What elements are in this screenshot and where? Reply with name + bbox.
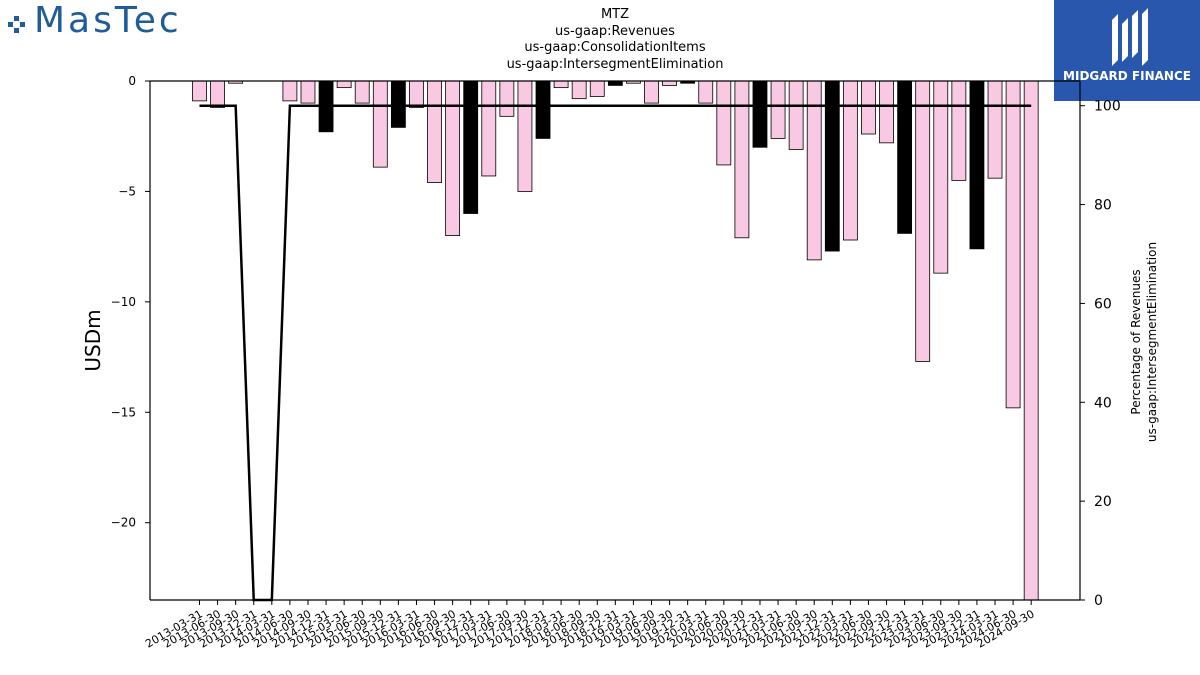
bar (499, 80, 515, 117)
bar (409, 80, 424, 108)
midgard-logo-text: MIDGARD FINANCE (1063, 69, 1191, 83)
chart-title-line: us-gaap:Revenues (555, 23, 675, 39)
y-tick-label: −5 (118, 184, 136, 198)
bar (788, 80, 804, 150)
bar (210, 80, 225, 108)
bar (192, 80, 207, 102)
midgard-logo-mark-icon (1112, 8, 1148, 66)
chart-title-line: us-gaap:IntersegmentElimination (506, 56, 724, 72)
midgard-logo: MIDGARD FINANCE (1054, 0, 1200, 101)
y-tick-label: −20 (111, 516, 136, 530)
bar (752, 80, 768, 148)
mastec-logo-mark-icon (8, 16, 25, 33)
bar (445, 80, 461, 236)
chart-title: MTZ us-gaap:Revenues us-gaap:Consolidati… (440, 7, 790, 73)
mastec-logo: MasTec (8, 0, 188, 44)
bar (535, 80, 551, 139)
y2-axis-label: us-gaap:IntersegmentElimination (1145, 242, 1159, 442)
bar (662, 80, 677, 86)
y2-tick-label: 80 (1094, 198, 1112, 214)
y2-tick-label: 100 (1094, 99, 1121, 115)
bar (517, 80, 533, 192)
y2-tick-label: 60 (1094, 296, 1112, 312)
chart-title-line: us-gaap:ConsolidationItems (524, 40, 706, 55)
bar (427, 80, 442, 183)
bar (861, 80, 876, 135)
bar (897, 80, 913, 234)
bar (300, 80, 316, 104)
y2-tick-label: 40 (1094, 395, 1112, 411)
bar (770, 80, 786, 139)
bar (481, 80, 497, 177)
bar (987, 80, 1003, 179)
bar (951, 80, 967, 181)
bar (879, 80, 894, 144)
bar (698, 80, 714, 104)
bar (644, 80, 659, 104)
bar (336, 80, 352, 89)
bar (806, 80, 822, 261)
bar (354, 80, 370, 104)
mastec-logo-text: MasTec (34, 0, 182, 41)
percentage-line (199, 104, 1032, 602)
bar (933, 80, 949, 274)
bar (607, 80, 623, 86)
y-axis-label: USDm (81, 309, 105, 371)
y2-axis-label: Percentage of Revenues (1129, 269, 1143, 414)
bar (463, 80, 479, 214)
y2-tick-label: 0 (1094, 593, 1103, 609)
bar (716, 80, 732, 166)
bar (915, 80, 931, 362)
y-tick-label: 0 (128, 74, 136, 88)
bar (372, 80, 388, 168)
chart-title-line: MTZ (600, 7, 630, 22)
bar (1023, 80, 1039, 601)
y-tick-label: −10 (111, 295, 136, 309)
y-tick-label: −15 (111, 405, 136, 419)
y2-tick-label: 20 (1094, 494, 1112, 510)
bar (282, 80, 298, 102)
bar (1005, 80, 1021, 409)
bar (553, 80, 569, 89)
bar (571, 80, 587, 100)
bar (589, 80, 605, 97)
bar (390, 80, 406, 128)
